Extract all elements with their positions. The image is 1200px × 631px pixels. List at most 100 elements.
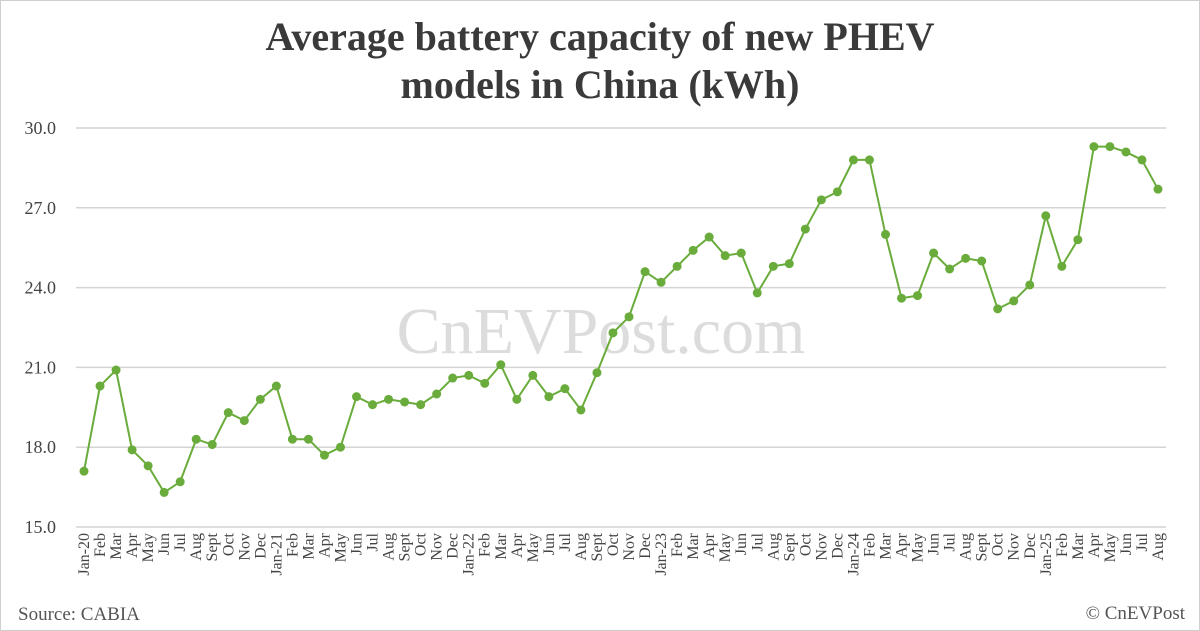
data-point [752,288,762,298]
x-tick-label: Feb [477,533,494,557]
x-tick-label: Mar [877,532,894,559]
x-tick-label: Feb [92,533,109,557]
data-point [512,394,522,404]
x-tick-label: Dec [1022,533,1039,559]
data-point [79,466,89,476]
x-tick-label: Feb [669,533,686,557]
data-point [1009,296,1019,306]
data-point [784,259,794,269]
data-point [672,261,682,271]
data-point [1025,280,1035,290]
data-point [175,477,185,487]
x-tick-label: Jan-24 [845,533,862,576]
watermark: CnEVPost.com [397,295,806,368]
data-point [608,328,618,338]
data-point [864,155,874,165]
data-point [977,256,987,266]
x-tick-label: May [910,533,927,562]
y-tick-label: 15.0 [25,517,57,537]
data-point [816,195,826,205]
x-tick-label: Nov [813,533,830,561]
x-tick-label: Oct [797,532,814,556]
x-tick-label: Jun [541,533,558,555]
data-point [448,373,458,383]
data-point [303,434,313,444]
data-point [1105,142,1115,152]
x-tick-label: Oct [413,532,430,556]
data-point [592,368,602,378]
x-tick-label: Apr [509,532,526,558]
x-tick-label: May [1102,533,1119,562]
x-tick-label: Jun [733,533,750,555]
copyright-note: © CnEVPost [1085,603,1185,624]
x-tick-label: Sept [781,532,798,561]
x-tick-label: Apr [124,532,141,558]
x-tick-label: Jul [1134,532,1151,551]
x-tick-label: Jul [172,532,189,551]
x-tick-label: Apr [316,532,333,558]
data-point [384,394,394,404]
data-point [929,248,939,258]
x-tick-label: Jan-25 [1038,533,1055,576]
data-point [255,394,265,404]
data-point [416,400,426,410]
x-tick-label: Feb [861,533,878,557]
x-tick-label: Jan-22 [461,533,478,576]
data-point [335,442,345,452]
x-tick-label: Sept [974,532,991,561]
x-tick-label: Oct [605,532,622,556]
x-tick-label: Dec [445,533,462,559]
data-point [993,304,1003,314]
x-tick-label: Aug [573,533,590,561]
x-tick-label: May [332,533,349,562]
x-tick-label: Jun [1118,533,1135,555]
data-point [640,267,650,277]
x-tick-label: Jul [942,532,959,551]
data-point [528,370,538,380]
x-tick-label: Aug [188,533,205,561]
data-point [768,261,778,271]
x-tick-label: Nov [621,533,638,561]
x-tick-label: Apr [1086,532,1103,558]
x-tick-label: Oct [990,532,1007,556]
data-point [368,400,378,410]
data-point [319,450,329,460]
source-note: Source: CABIA [18,604,140,625]
y-tick-label: 24.0 [25,278,57,298]
x-tick-label: Jan-20 [76,533,93,576]
data-point [352,392,362,402]
data-point [127,445,137,455]
x-tick-label: May [140,533,157,562]
data-point [1073,235,1083,245]
data-point [1121,147,1131,157]
data-point [287,434,297,444]
y-tick-label: 30.0 [25,118,57,138]
data-point [271,381,281,391]
data-point [496,360,506,370]
x-tick-label: Jun [156,533,173,555]
x-tick-label: Jul [749,532,766,551]
data-point [1137,155,1147,165]
x-tick-label: May [717,533,734,562]
data-point [832,187,842,197]
chart-title-line-1: Average battery capacity of new PHEV [265,14,935,59]
x-tick-label: Sept [397,532,414,561]
x-tick-label: Aug [1150,533,1167,561]
x-tick-label: Dec [829,533,846,559]
chart-title: Average battery capacity of new PHEV mod… [1,13,1199,109]
data-point [480,378,490,388]
x-tick-label: Mar [685,532,702,559]
data-point [704,232,714,242]
data-point [688,245,698,255]
y-tick-label: 18.0 [25,437,57,457]
x-tick-label: Nov [429,533,446,561]
data-point [1153,184,1163,194]
data-point [1089,142,1099,152]
x-tick-label: Mar [493,532,510,559]
chart-title-line-2: models in China (kWh) [400,62,800,107]
data-point [143,461,153,471]
data-point [400,397,410,407]
data-point [432,389,442,399]
x-tick-label: Dec [252,533,269,559]
